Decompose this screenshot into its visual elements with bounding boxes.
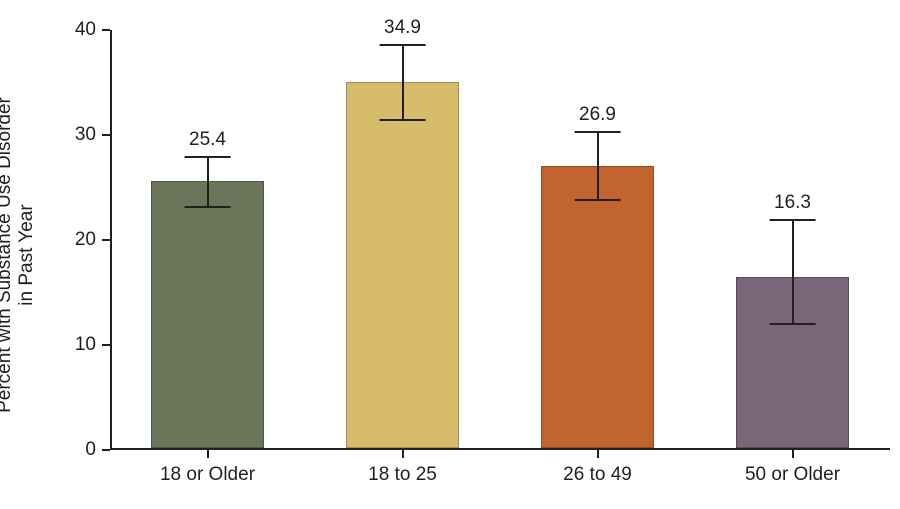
error-cap-top [379, 44, 426, 46]
error-bar [792, 220, 794, 324]
y-tick-label: 40 [75, 19, 96, 41]
x-axis-line [110, 448, 890, 450]
bar [541, 166, 654, 448]
error-cap-top [574, 131, 621, 133]
error-cap-bottom [379, 119, 426, 121]
y-axis-title: Percent with Substance Use Disorder in P… [0, 97, 38, 413]
bar-value-label: 16.3 [774, 192, 811, 214]
x-tick [402, 450, 404, 458]
error-cap-bottom [574, 199, 621, 201]
y-tick-label: 0 [85, 439, 96, 461]
y-tick [102, 239, 110, 241]
error-bar [402, 45, 404, 121]
y-tick [102, 134, 110, 136]
y-axis-line [110, 30, 112, 450]
error-bar [207, 157, 209, 207]
x-tick-label: 50 or Older [745, 464, 840, 486]
x-tick [792, 450, 794, 458]
x-tick [207, 450, 209, 458]
bar-chart: Percent with Substance Use Disorder in P… [0, 0, 900, 509]
y-tick [102, 29, 110, 31]
bar [151, 181, 264, 448]
error-cap-bottom [769, 323, 816, 325]
x-tick-label: 18 or Older [160, 464, 255, 486]
x-tick [597, 450, 599, 458]
error-bar [597, 132, 599, 200]
y-tick [102, 344, 110, 346]
error-cap-bottom [184, 206, 231, 208]
error-cap-top [769, 219, 816, 221]
x-tick-label: 18 to 25 [368, 464, 437, 486]
bar [346, 82, 459, 448]
y-tick-label: 20 [75, 229, 96, 251]
y-tick-label: 30 [75, 124, 96, 146]
bar-value-label: 34.9 [384, 17, 421, 39]
x-tick-label: 26 to 49 [563, 464, 632, 486]
bar-value-label: 26.9 [579, 104, 616, 126]
plot-area: 01020304018 or Older25.418 to 2534.926 t… [110, 30, 890, 450]
y-tick [102, 449, 110, 451]
y-tick-label: 10 [75, 334, 96, 356]
error-cap-top [184, 156, 231, 158]
bar-value-label: 25.4 [189, 129, 226, 151]
